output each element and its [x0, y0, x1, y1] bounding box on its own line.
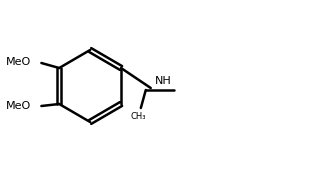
- Text: NH: NH: [155, 76, 172, 86]
- Text: CH₃: CH₃: [130, 112, 146, 121]
- Text: MeO: MeO: [6, 101, 32, 111]
- Text: MeO: MeO: [6, 57, 32, 67]
